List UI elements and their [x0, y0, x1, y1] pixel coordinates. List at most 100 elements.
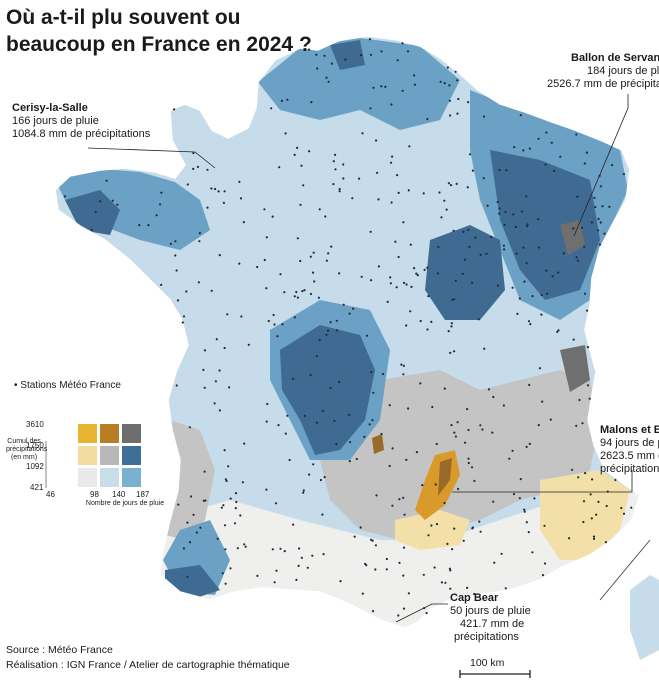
legend-stations: • Stations Météo France	[14, 380, 121, 391]
station-dot	[578, 398, 581, 402]
station-dot	[467, 228, 470, 231]
station-dot	[111, 199, 114, 202]
annotation-ballon: Ballon de Servance 184 jours de pluie 25…	[547, 52, 659, 91]
station-dot	[365, 334, 369, 337]
station-dot	[391, 155, 394, 158]
station-dot	[99, 200, 102, 203]
station-dot	[597, 229, 600, 232]
station-dot	[186, 183, 189, 186]
station-dot	[375, 139, 378, 142]
annotation-malons-mm: 2623.5 mm de	[600, 450, 659, 462]
station-dot	[443, 501, 446, 505]
station-dot	[188, 426, 191, 429]
station-dot	[467, 461, 470, 465]
station-dot	[338, 188, 341, 191]
station-dot	[186, 521, 189, 524]
station-dot	[543, 562, 547, 565]
station-dot	[332, 160, 335, 163]
station-dot	[512, 213, 515, 216]
station-dot	[597, 500, 600, 503]
station-dot	[599, 221, 602, 224]
station-dot	[402, 364, 405, 367]
station-dot	[222, 504, 225, 507]
station-dot	[605, 504, 608, 508]
station-dot	[338, 272, 341, 275]
station-dot	[540, 313, 543, 316]
station-dot	[229, 497, 232, 500]
station-dot	[370, 371, 373, 374]
station-dots	[63, 38, 633, 617]
station-dot	[271, 215, 274, 218]
station-dot	[403, 513, 406, 516]
station-dot	[195, 531, 198, 534]
station-dot	[312, 251, 315, 254]
legend-y-tick-1092: 1092	[26, 462, 44, 471]
legend-cell-2-0	[78, 468, 97, 487]
station-dot	[456, 79, 459, 82]
station-dot	[299, 203, 302, 206]
station-dot	[370, 279, 373, 282]
legend-y-tick-3610: 3610	[26, 420, 44, 429]
station-dot	[426, 266, 429, 269]
station-dot	[594, 206, 597, 209]
station-dot	[446, 542, 449, 546]
station-dot-icon: •	[14, 380, 18, 391]
station-dot	[486, 204, 489, 207]
station-dot	[363, 435, 366, 438]
station-dot	[203, 470, 206, 473]
station-dot	[525, 521, 528, 524]
station-dot	[505, 169, 508, 172]
station-dot	[423, 268, 426, 271]
station-dot	[487, 388, 491, 391]
station-dot	[360, 54, 363, 57]
station-dot	[351, 197, 354, 200]
station-dot	[462, 230, 465, 233]
station-dot	[381, 372, 385, 376]
station-dot	[608, 205, 611, 208]
legend-cell-0-0	[78, 424, 97, 443]
station-dot	[358, 177, 361, 180]
station-dot	[344, 58, 347, 61]
station-dot	[391, 447, 394, 450]
station-dot	[203, 349, 207, 352]
station-dot	[401, 89, 404, 92]
station-dot	[576, 195, 579, 198]
station-dot	[413, 267, 416, 270]
station-dot	[160, 191, 163, 194]
station-dot	[372, 391, 375, 394]
station-dot	[311, 271, 315, 274]
station-dot	[327, 329, 330, 332]
station-dot	[256, 265, 259, 269]
station-dot	[502, 244, 505, 247]
station-dot	[492, 395, 495, 399]
station-dot	[448, 99, 451, 102]
station-dot	[485, 252, 488, 255]
station-dot	[464, 441, 467, 444]
station-dot	[557, 329, 560, 332]
station-dot	[284, 432, 287, 435]
station-dot	[301, 290, 304, 293]
annotation-ballon-name: Ballon de Servance	[571, 52, 659, 64]
station-dot	[519, 478, 522, 481]
station-dot	[369, 107, 372, 110]
station-dot	[415, 272, 418, 275]
station-dot	[402, 607, 406, 610]
station-dot	[300, 164, 303, 167]
station-dot	[372, 86, 375, 89]
station-dot	[342, 163, 345, 166]
footer-source: Source : Météo France	[6, 644, 113, 656]
station-dot	[174, 254, 177, 257]
station-dot	[556, 330, 559, 333]
station-dot	[286, 98, 289, 101]
station-dot	[263, 208, 266, 211]
station-dot	[174, 240, 177, 243]
station-dot	[390, 201, 393, 204]
station-dot	[516, 312, 519, 315]
station-dot	[604, 541, 608, 544]
station-dot	[550, 141, 553, 144]
station-dot	[466, 586, 469, 590]
station-dot	[576, 259, 580, 262]
station-dot	[467, 457, 470, 460]
station-dot	[448, 84, 451, 87]
legend-cell-2-1	[100, 468, 119, 487]
